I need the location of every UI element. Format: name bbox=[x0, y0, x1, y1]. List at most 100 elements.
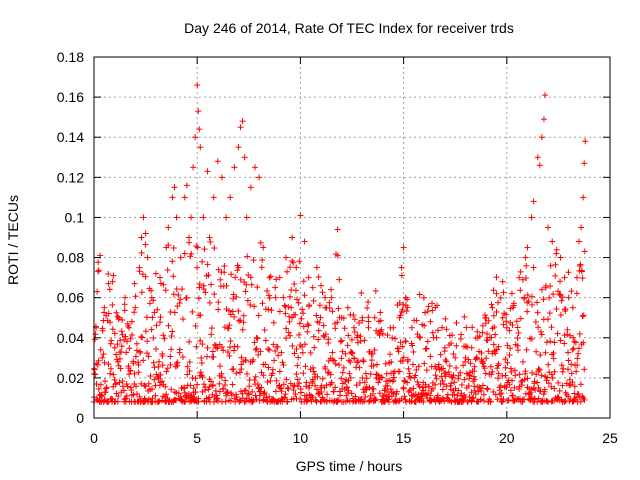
plot-frame bbox=[93, 56, 611, 419]
background-point bbox=[300, 370, 307, 377]
background-point bbox=[95, 267, 102, 274]
background-point bbox=[262, 337, 269, 344]
background-point bbox=[319, 375, 326, 382]
background-point bbox=[309, 394, 316, 401]
data-point bbox=[351, 324, 358, 331]
background-point bbox=[579, 275, 586, 282]
background-point bbox=[295, 354, 302, 361]
background-point bbox=[316, 319, 323, 326]
background-point bbox=[133, 347, 140, 354]
background-point bbox=[430, 334, 437, 341]
background-point bbox=[362, 393, 369, 400]
data-point bbox=[565, 294, 572, 301]
background-point bbox=[378, 374, 385, 381]
background-point bbox=[528, 394, 535, 401]
background-point bbox=[106, 319, 113, 326]
background-point bbox=[276, 382, 283, 389]
background-point bbox=[298, 389, 305, 396]
background-point bbox=[328, 379, 335, 386]
background-point bbox=[299, 306, 306, 313]
background-point bbox=[576, 262, 583, 269]
background-point bbox=[239, 326, 246, 333]
data-point bbox=[328, 294, 335, 301]
background-point bbox=[169, 328, 176, 335]
background-point bbox=[453, 319, 460, 326]
background-point bbox=[202, 387, 209, 394]
background-point bbox=[335, 397, 342, 404]
background-point bbox=[291, 350, 298, 357]
background-point bbox=[226, 353, 233, 360]
background-point bbox=[332, 360, 339, 367]
background-point bbox=[476, 348, 483, 355]
background-point bbox=[482, 312, 489, 319]
data-point bbox=[231, 164, 238, 171]
background-point bbox=[507, 365, 514, 372]
data-point bbox=[318, 282, 325, 289]
background-point bbox=[272, 284, 279, 291]
background-point bbox=[208, 281, 215, 288]
background-point bbox=[280, 381, 287, 388]
background-point bbox=[412, 398, 419, 405]
background-point bbox=[488, 334, 495, 341]
background-point bbox=[506, 352, 513, 359]
background-point bbox=[105, 361, 112, 368]
background-point bbox=[121, 307, 128, 314]
background-point bbox=[453, 342, 460, 349]
background-point bbox=[442, 369, 449, 376]
background-point bbox=[555, 379, 562, 386]
background-point bbox=[183, 294, 190, 301]
background-point bbox=[205, 386, 212, 393]
background-point bbox=[507, 305, 514, 312]
background-point bbox=[159, 352, 166, 359]
background-point bbox=[137, 349, 144, 356]
background-point bbox=[480, 398, 487, 405]
y-tick-label: 0.1 bbox=[65, 209, 85, 225]
background-point bbox=[541, 386, 548, 393]
background-point bbox=[573, 290, 580, 297]
background-point bbox=[159, 362, 166, 369]
data-point bbox=[181, 194, 188, 201]
background-point bbox=[176, 346, 183, 353]
data-point bbox=[541, 92, 548, 99]
background-point bbox=[107, 340, 114, 347]
background-point bbox=[353, 382, 360, 389]
background-point bbox=[186, 368, 193, 375]
background-point bbox=[177, 393, 184, 400]
background-point bbox=[535, 324, 542, 331]
background-point bbox=[410, 385, 417, 392]
background-point bbox=[508, 290, 515, 297]
background-point bbox=[404, 379, 411, 386]
background-point bbox=[509, 392, 516, 399]
background-point bbox=[285, 385, 292, 392]
background-point bbox=[112, 380, 119, 387]
data-point bbox=[530, 198, 537, 205]
background-point bbox=[517, 268, 524, 275]
background-point bbox=[97, 381, 104, 388]
background-point bbox=[110, 272, 117, 279]
background-point bbox=[432, 381, 439, 388]
background-point bbox=[538, 372, 545, 379]
background-point bbox=[269, 370, 276, 377]
background-point bbox=[240, 319, 247, 326]
background-point bbox=[266, 393, 273, 400]
background-point bbox=[577, 398, 584, 405]
data-point bbox=[157, 274, 164, 281]
background-point bbox=[234, 343, 241, 350]
background-point bbox=[244, 370, 251, 377]
background-point bbox=[435, 361, 442, 368]
data-point bbox=[528, 214, 535, 221]
background-point bbox=[351, 328, 358, 335]
background-point bbox=[516, 371, 523, 378]
background-point bbox=[465, 382, 472, 389]
background-point bbox=[519, 358, 526, 365]
background-point bbox=[336, 276, 343, 283]
background-point bbox=[192, 388, 199, 395]
background-point bbox=[287, 264, 294, 271]
background-point bbox=[118, 348, 125, 355]
background-point bbox=[142, 273, 149, 280]
background-point bbox=[233, 370, 240, 377]
background-point bbox=[322, 331, 329, 338]
background-point bbox=[477, 396, 484, 403]
data-point bbox=[266, 274, 273, 281]
background-point bbox=[559, 382, 566, 389]
